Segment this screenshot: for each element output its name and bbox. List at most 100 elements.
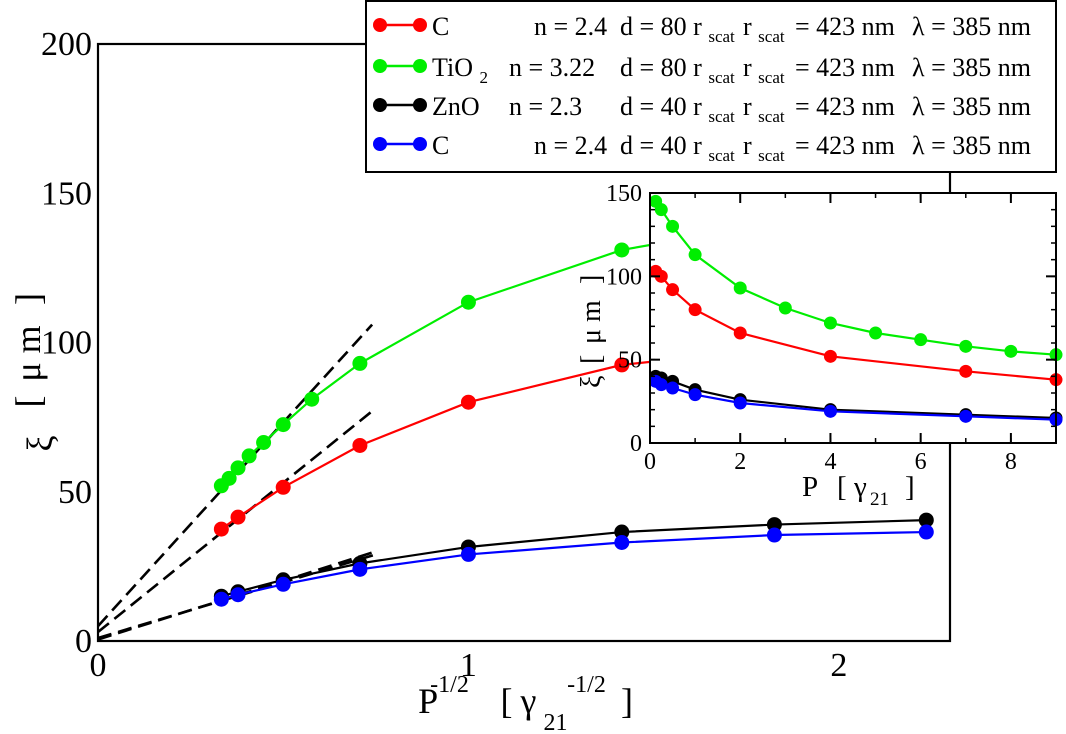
- main-y-tick-label: 100: [41, 325, 92, 362]
- main-data-point: [275, 479, 291, 495]
- legend-entry-r-sub: scat: [758, 146, 785, 165]
- legend-entry: C n = 2.4 d = 80 r scat r scat = 423 nm …: [373, 12, 1031, 48]
- inset-data-point: [778, 301, 792, 315]
- inset-x-tick-label: 8: [1005, 449, 1017, 475]
- main-data-point: [460, 294, 476, 310]
- inset-data-point: [666, 219, 680, 233]
- inset-x-label-gamma: γ: [853, 471, 867, 503]
- legend-swatch-marker: [413, 18, 427, 32]
- legend-entry-n: n = 2.3: [509, 92, 582, 121]
- inset-data-point: [733, 396, 747, 410]
- legend-entry-d-sub: scat: [708, 146, 735, 165]
- inset-y-axis-label: ξ [ μ m ]: [576, 275, 607, 388]
- main-data-point: [614, 534, 630, 550]
- legend-entry-text: C n = 2.4 d = 80 r scat r scat = 423 nm …: [432, 12, 1031, 48]
- inset-data-point: [959, 409, 973, 423]
- main-data-point: [918, 512, 934, 528]
- main-data-point: [241, 448, 257, 464]
- legend-swatch-marker: [413, 59, 427, 73]
- inset-y-label-unit: μ m: [576, 300, 607, 344]
- inset-data-point: [688, 248, 702, 262]
- main-data-point: [230, 460, 246, 476]
- main-data-point: [766, 527, 782, 543]
- main-data-point: [304, 391, 320, 407]
- legend-entry: ZnO n = 2.3 d = 40 r scat r scat = 423 n…: [373, 92, 1031, 126]
- main-x-label-sub: 21: [544, 710, 568, 734]
- main-x-axis-label: P -1/2 [ γ 21 -1/2 ]: [418, 660, 633, 734]
- main-x-tick-label: 1: [460, 647, 477, 684]
- main-data-point: [460, 394, 476, 410]
- legend-entry-name-sub: 2: [479, 68, 488, 87]
- main-x-label-gamma: γ: [520, 681, 537, 721]
- inset-x-label-base: P: [802, 471, 817, 503]
- inset-data-point: [959, 339, 973, 353]
- legend-swatch-marker: [413, 137, 427, 151]
- main-series-line: [221, 519, 927, 598]
- legend-entry-lambda: λ = 385 nm: [912, 131, 1031, 160]
- inset-data-point: [688, 303, 702, 317]
- inset-y-tick-label: 50: [618, 348, 642, 374]
- main-data-point: [213, 521, 229, 537]
- legend: C n = 2.4 d = 80 r scat r scat = 423 nm …: [365, 0, 1057, 173]
- inset-y-label-bracket-open: [: [576, 355, 607, 364]
- legend-entry-lambda: λ = 385 nm: [912, 12, 1031, 41]
- inset-y-tick-label: 100: [606, 264, 642, 290]
- main-data-point: [614, 357, 630, 373]
- legend-entry-r-sub: scat: [758, 68, 785, 87]
- inset-y-label-xi: ξ: [576, 376, 607, 388]
- main-data-point: [230, 587, 246, 603]
- inset-x-label-bracket-open: [: [837, 471, 847, 503]
- legend-entry-r: r: [743, 53, 752, 82]
- main-fit-line: [97, 323, 374, 627]
- main-x-label-base: P: [418, 681, 437, 721]
- inset-x-label-bracket-close: ]: [905, 471, 915, 503]
- inset-data-point: [914, 333, 928, 347]
- legend-entry-r: r: [743, 12, 752, 41]
- inset-data-point: [823, 316, 837, 330]
- inset-x-tick-label: 0: [644, 449, 656, 475]
- inset-background: [650, 193, 1056, 443]
- main-y-label-bracket-close: ]: [8, 293, 48, 305]
- main-data-point: [460, 546, 476, 562]
- inset-data-point: [823, 349, 837, 363]
- legend-entry-lambda: λ = 385 nm: [912, 92, 1031, 121]
- legend-entry-d: d = 80 r: [620, 12, 702, 41]
- inset-data-point: [733, 281, 747, 295]
- legend-entry-name: C: [432, 12, 449, 41]
- legend-entry-d: d = 40 r: [620, 92, 702, 121]
- main-y-label-bracket-open: [: [8, 396, 48, 408]
- inset-plot: 0 2 4 6 8 0 50 100 150 P [ γ 21 ] ξ [ μ m ]: [576, 181, 1063, 512]
- inset-data-point: [823, 404, 837, 418]
- legend-entry-n: n = 2.4: [534, 131, 607, 160]
- main-y-tick-label: 0: [75, 623, 92, 660]
- legend-swatch-marker: [373, 137, 387, 151]
- inset-data-point: [688, 388, 702, 402]
- main-data-point: [614, 524, 630, 540]
- inset-data-point: [869, 326, 883, 340]
- legend-entry-name: TiO: [432, 53, 473, 82]
- inset-y-label-bracket-close: ]: [576, 275, 607, 284]
- legend-swatch-marker: [413, 98, 427, 112]
- legend-entry-r-value: = 423 nm: [795, 12, 895, 41]
- inset-x-axis-label: P [ γ 21 ]: [802, 471, 915, 512]
- legend-swatch-marker: [373, 18, 387, 32]
- inset-data-point: [959, 364, 973, 378]
- main-data-point: [352, 355, 368, 371]
- main-x-tick-label: 2: [830, 647, 847, 684]
- legend-swatch-marker: [373, 59, 387, 73]
- legend-entry-d-sub: scat: [708, 68, 735, 87]
- main-fit-line: [97, 550, 377, 641]
- main-data-point: [766, 517, 782, 533]
- legend-entry-n: n = 2.4: [534, 12, 607, 41]
- legend-entry-name: ZnO: [432, 92, 480, 121]
- legend-entry-text: C n = 2.4 d = 40 r scat r scat = 423 nm …: [432, 131, 1031, 167]
- inset-data-point: [733, 326, 747, 340]
- main-data-point: [256, 434, 272, 450]
- legend-entry-d-sub: scat: [708, 27, 735, 46]
- inset-data-point: [654, 269, 668, 283]
- main-data-point: [352, 437, 368, 453]
- legend-entry: C n = 2.4 d = 40 r scat r scat = 423 nm …: [373, 131, 1031, 167]
- legend-entry-name: C: [432, 131, 449, 160]
